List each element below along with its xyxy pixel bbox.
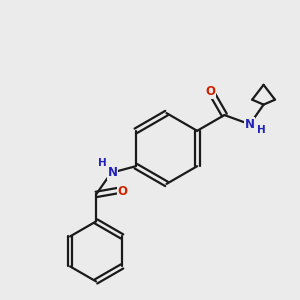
Text: H: H [98,158,107,168]
Text: N: N [108,166,118,179]
Text: N: N [245,118,255,131]
Text: O: O [118,185,128,198]
Text: H: H [257,125,266,135]
Text: O: O [205,85,215,98]
